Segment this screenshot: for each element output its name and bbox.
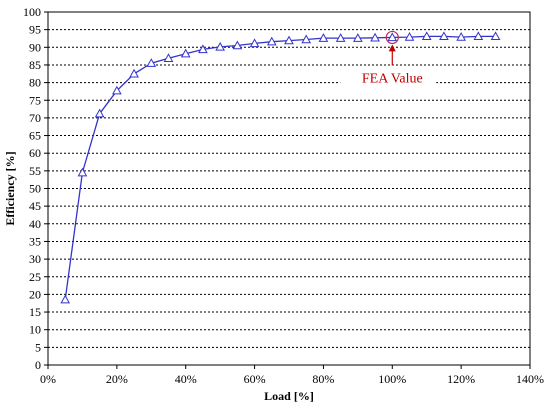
x-tick-label: 140% <box>516 372 544 386</box>
y-tick-label: 25 <box>29 270 41 284</box>
y-tick-label: 95 <box>29 23 41 37</box>
y-tick-label: 5 <box>35 340 41 354</box>
y-tick-label: 80 <box>29 76 41 90</box>
data-point <box>112 85 122 95</box>
fea-arrow-head <box>388 44 396 52</box>
data-point <box>215 41 225 51</box>
x-tick-label: 120% <box>447 372 475 386</box>
data-point <box>456 32 466 41</box>
data-point <box>94 108 105 118</box>
data-point <box>301 34 312 44</box>
y-tick-label: 75 <box>29 93 41 107</box>
data-point <box>163 53 174 62</box>
annotation-group: FEA Value <box>340 30 437 89</box>
fea-value-label: FEA Value <box>362 71 423 86</box>
data-point <box>318 33 329 42</box>
data-point <box>387 32 398 42</box>
fea-highlight-circle <box>385 30 399 45</box>
x-tick-label: 20% <box>106 372 128 386</box>
x-axis-title: Load [%] <box>264 389 314 403</box>
x-tick-label: 100% <box>378 372 406 386</box>
y-tick-label: 55 <box>29 164 41 178</box>
y-tick-label: 90 <box>29 40 41 54</box>
data-point <box>180 48 191 58</box>
y-tick-label: 35 <box>29 234 41 248</box>
data-point <box>77 167 88 177</box>
data-point <box>335 33 346 42</box>
data-point <box>284 35 294 45</box>
y-tick-label: 70 <box>29 111 41 125</box>
y-tick-label: 100 <box>23 5 41 19</box>
data-point <box>370 32 380 42</box>
y-tick-label: 60 <box>29 146 41 160</box>
x-axis-ticks: 0% 20% 40% 60% 80% 100% 120% 140% <box>40 365 544 386</box>
y-tick-label: 15 <box>29 305 41 319</box>
data-point <box>232 40 243 50</box>
data-point <box>129 68 139 78</box>
y-tick-label: 10 <box>29 323 41 337</box>
y-tick-label: 50 <box>29 182 41 196</box>
x-tick-label: 0% <box>40 372 56 386</box>
data-point <box>249 38 260 48</box>
x-tick-label: 60% <box>244 372 266 386</box>
series-group <box>60 31 501 304</box>
y-tick-label: 0 <box>35 358 41 372</box>
y-tick-label: 30 <box>29 252 41 266</box>
y-tick-label: 45 <box>29 199 41 213</box>
y-tick-label: 40 <box>29 217 41 231</box>
y-axis-ticks: 0 5 10 15 20 25 30 35 40 45 50 55 60 65 70 75 80 85 90 95 10… <box>23 5 48 372</box>
y-axis-title: Efficiency [%] <box>3 151 17 225</box>
fea-label-background <box>340 66 437 89</box>
y-tick-label: 65 <box>29 129 41 143</box>
data-point <box>146 58 157 67</box>
data-point <box>439 31 449 41</box>
gridlines <box>48 29 530 348</box>
data-point <box>353 33 363 42</box>
data-point <box>198 44 208 54</box>
data-point <box>404 32 415 41</box>
data-point <box>490 31 501 41</box>
data-point <box>60 294 71 304</box>
data-point <box>266 36 277 46</box>
x-tick-label: 80% <box>312 372 334 386</box>
y-tick-label: 20 <box>29 287 41 301</box>
data-point <box>421 31 432 41</box>
y-tick-label: 85 <box>29 58 41 72</box>
data-point <box>473 31 484 41</box>
x-tick-label: 40% <box>175 372 197 386</box>
